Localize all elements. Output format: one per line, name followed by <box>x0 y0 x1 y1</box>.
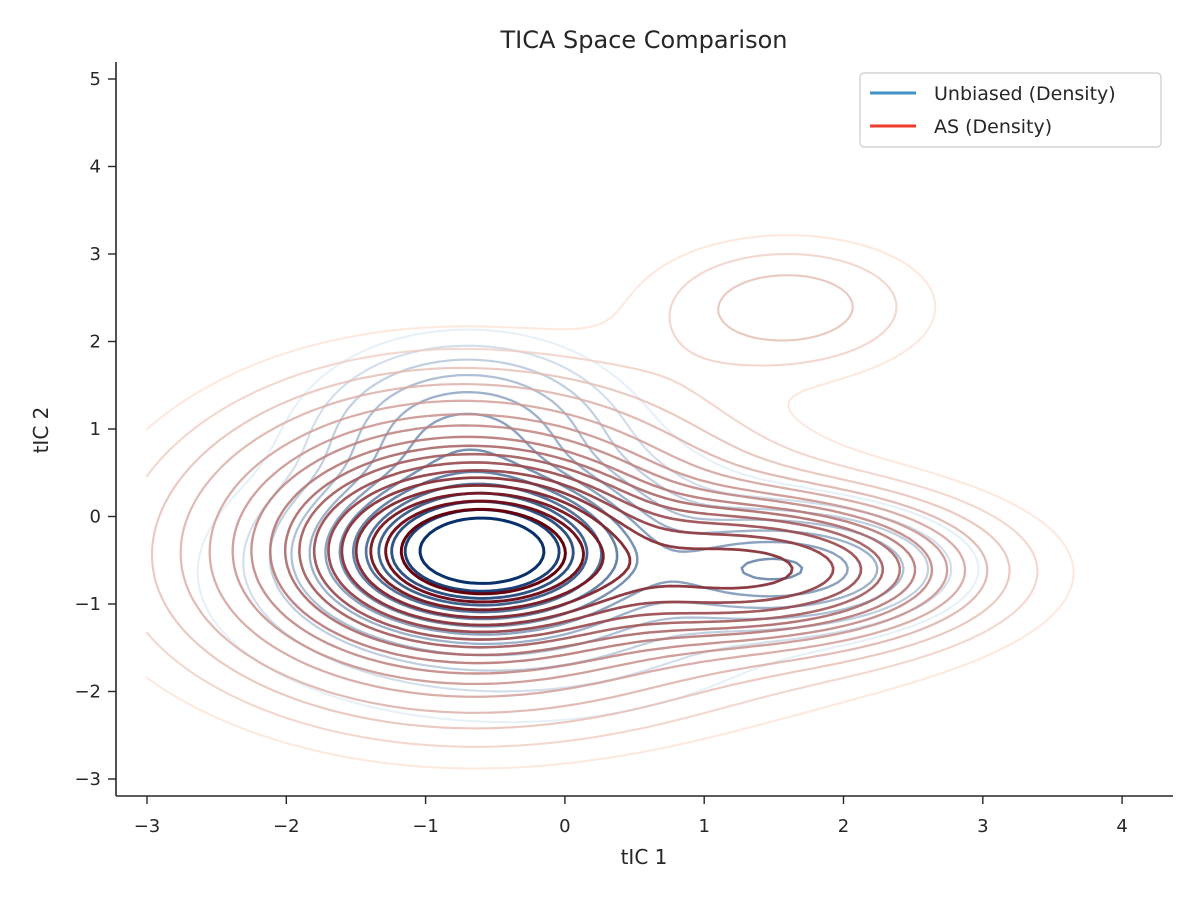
as-contour-line <box>312 461 863 641</box>
y-tick-label: 4 <box>90 157 101 178</box>
legend-box <box>859 72 1162 148</box>
y-tick-label: −3 <box>74 769 101 790</box>
y-tick-label: 0 <box>90 507 101 528</box>
unbiased-contour-line <box>418 516 546 585</box>
as-contour-line <box>283 444 902 657</box>
legend-label-unbiased: Unbiased (Density) <box>934 83 1116 105</box>
as-density-contours <box>145 234 1075 770</box>
x-tick-label: 0 <box>559 816 570 837</box>
as-contour-line <box>250 424 934 675</box>
x-tick-label: 2 <box>838 816 849 837</box>
x-tick-label: −1 <box>412 816 439 837</box>
x-tick-label: −3 <box>134 816 161 837</box>
y-axis-label: tIC 2 <box>29 407 53 454</box>
y-tick-label: 2 <box>90 332 101 353</box>
x-tick-label: 3 <box>977 816 988 837</box>
legend: Unbiased (Density) AS (Density) <box>859 72 1162 148</box>
as-contour-line <box>354 483 632 619</box>
as-contour-line <box>179 383 989 714</box>
x-tick-label: 4 <box>1116 816 1127 837</box>
y-tick-label: −1 <box>74 594 101 615</box>
legend-label-as: AS (Density) <box>934 116 1052 138</box>
as-contour-line <box>150 274 1011 730</box>
as-contour-line <box>369 491 605 612</box>
as-contour-line <box>298 452 885 649</box>
chart-title: TICA Space Comparison <box>499 26 787 54</box>
x-axis-ticks: −3 −2 −1 0 1 2 3 4 <box>134 796 1128 837</box>
as-contour-line <box>399 507 567 596</box>
plot-area <box>145 234 1075 770</box>
y-tick-label: 3 <box>90 244 101 265</box>
as-contour-line <box>146 234 1075 770</box>
y-tick-label: 5 <box>90 69 101 90</box>
y-tick-label: 1 <box>90 419 101 440</box>
x-axis-label: tIC 1 <box>621 845 668 869</box>
as-contour-line <box>208 399 967 698</box>
as-contour-line <box>269 435 917 665</box>
y-axis-ticks: −3 −2 −1 0 1 2 3 4 5 <box>74 69 116 790</box>
x-tick-label: −2 <box>273 816 300 837</box>
x-tick-label: 1 <box>698 816 709 837</box>
y-tick-label: −2 <box>74 682 101 703</box>
as-contour-line <box>231 413 949 686</box>
as-contour-line <box>340 476 794 627</box>
axes: −3 −2 −1 0 1 2 3 4 −3 −2 −1 0 1 2 3 4 5 <box>74 62 1173 837</box>
as-contour-line <box>327 469 835 634</box>
as-contour-line <box>384 499 585 604</box>
as-contour-line <box>145 252 1039 748</box>
